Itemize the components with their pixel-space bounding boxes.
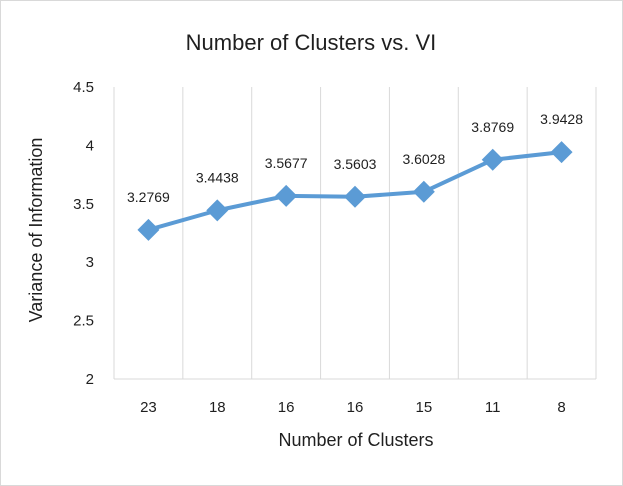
chart-title: Number of Clusters vs. VI [186, 30, 437, 55]
data-point-marker [412, 180, 435, 203]
data-point-marker [481, 148, 504, 171]
x-tick-label: 16 [278, 399, 295, 416]
data-label: 3.6028 [402, 151, 445, 167]
x-tick-label: 11 [485, 399, 501, 416]
y-tick-label: 2.5 [73, 313, 94, 330]
y-tick-label: 4.5 [73, 79, 94, 96]
y-tick-label: 4 [86, 137, 94, 154]
y-tick-labels: 2 2.5 3 3.5 4 4.5 [73, 79, 94, 388]
data-label: 3.2769 [127, 189, 170, 205]
data-label: 3.4438 [196, 169, 239, 185]
y-axis-label: Variance of Information [26, 138, 46, 323]
x-tick-labels: 23 18 16 16 15 11 8 [140, 399, 566, 416]
series-group: 3.2769 3.4438 3.5677 3.5603 3.6028 3.8769 3.94… [127, 111, 583, 241]
x-tick-label: 8 [557, 399, 565, 416]
x-axis-label: Number of Clusters [278, 430, 433, 450]
y-tick-label: 2 [86, 371, 94, 388]
data-point-marker [206, 199, 229, 222]
data-point-marker [275, 184, 298, 207]
x-tick-label: 23 [140, 399, 157, 416]
gridlines [113, 87, 597, 380]
x-tick-label: 16 [347, 399, 364, 416]
y-tick-label: 3 [86, 254, 94, 271]
x-tick-label: 18 [209, 399, 226, 416]
data-label: 3.5677 [265, 155, 308, 171]
data-point-marker [344, 185, 366, 208]
data-point-marker [550, 141, 573, 164]
data-label: 3.8769 [471, 119, 514, 135]
data-label: 3.5603 [334, 156, 377, 172]
data-point-marker [137, 218, 160, 241]
y-tick-label: 3.5 [73, 196, 94, 213]
x-tick-label: 15 [416, 399, 433, 416]
data-label: 3.9428 [540, 111, 583, 127]
